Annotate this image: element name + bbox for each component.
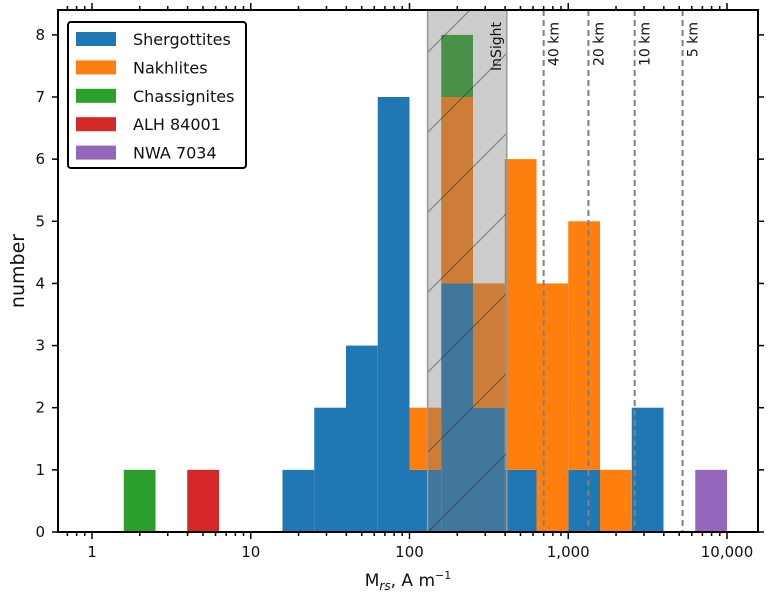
y-tick-label: 6: [35, 150, 45, 168]
legend-swatch: [76, 60, 116, 75]
legend-box: [67, 21, 247, 169]
legend-swatch: [76, 117, 116, 132]
legend-label: ALH 84001: [133, 115, 221, 134]
legend-swatch: [76, 32, 116, 46]
depth-line-label: 40 km: [547, 22, 563, 66]
depth-line-label: 10 km: [638, 22, 654, 66]
y-tick-label: 2: [35, 399, 45, 417]
y-tick-label: 3: [35, 337, 45, 355]
legend-swatch: [76, 88, 116, 103]
bar-shergottites: [377, 97, 410, 532]
bar-nwa-7034: [695, 469, 727, 532]
legend-label: Shergottites: [133, 30, 231, 49]
x-tick-label: 10: [241, 543, 260, 561]
legend-swatch: [76, 145, 116, 160]
bar-nakhlites: [504, 159, 537, 470]
x-tick-label: 1,000: [547, 543, 590, 561]
depth-line-label: 5 km: [686, 22, 702, 57]
insight-band-hatch: [427, 10, 507, 532]
bar-nakhlites: [536, 283, 569, 532]
bar-shergottites: [631, 407, 664, 532]
bar-shergottites: [568, 469, 601, 532]
x-tick-label: 100: [395, 543, 424, 561]
y-axis-label: number: [7, 234, 29, 308]
x-tick-label: 10,000: [701, 543, 754, 561]
x-axis-label: Mrs, A m−1: [365, 569, 451, 593]
y-tick-label: 8: [35, 26, 45, 44]
bar-shergottites: [314, 407, 346, 532]
y-tick-label: 7: [35, 88, 45, 106]
x-tick-label: 1: [87, 543, 97, 561]
axes: 1 10 100 1,000 10,000 0 1 2 3 4 5 6 7 8: [35, 3, 764, 561]
y-tick-label: 4: [35, 274, 45, 292]
legend: Shergottites Nakhlites Chassignites ALH 840…: [67, 21, 247, 169]
depth-line-label: 20 km: [591, 22, 607, 66]
bar-nakhlites: [568, 221, 601, 470]
legend-label: NWA 7034: [133, 144, 217, 163]
insight-label: InSight: [489, 21, 505, 71]
bar-shergottites: [282, 469, 315, 532]
bar-nakhlites: [600, 469, 632, 532]
bar-alh-84001: [187, 469, 220, 532]
bar-shergottites: [345, 345, 378, 532]
y-tick-label: 1: [35, 461, 45, 479]
bar-chassignites: [123, 469, 156, 532]
legend-label: Nakhlites: [133, 58, 208, 77]
insight-band: InSight: [426, 10, 508, 532]
depth-lines: 40 km 20 km 10 km 5 km: [542, 10, 702, 532]
y-tick-label: 0: [35, 523, 45, 541]
bar-shergottites: [504, 469, 537, 532]
plot-frame: [57, 9, 759, 533]
legend-label: Chassignites: [133, 87, 234, 106]
y-tick-label: 5: [35, 212, 45, 230]
